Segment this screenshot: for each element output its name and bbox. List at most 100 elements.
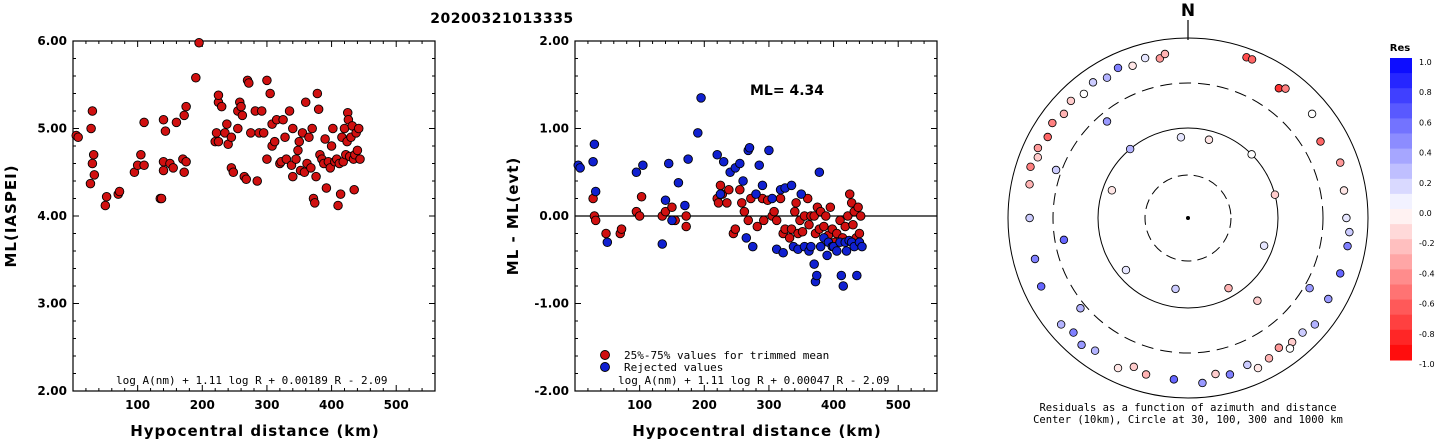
residual-colorbar: Res 1.0 0.8 0.6 0.4 0.2 0.0 -0.2 -0.4 -0.6 -0.8 -1…	[1390, 43, 1435, 369]
figure-title: 20200321013335	[430, 11, 573, 27]
panel1-xlabel: Hypocentral distance (km)	[130, 422, 380, 440]
colorbar-cell	[1390, 103, 1412, 119]
panel1-point	[237, 110, 248, 121]
panel2-ytick-label: 0.00	[539, 209, 569, 223]
colorbar-cell	[1390, 73, 1412, 89]
colorbar-label: 0.2	[1419, 179, 1432, 188]
panel1-point	[269, 136, 280, 147]
panel1-point	[171, 117, 182, 128]
polar-point	[1324, 294, 1333, 304]
panel1-point	[244, 78, 254, 88]
panel2-point	[667, 215, 677, 226]
panel1-point	[313, 104, 324, 114]
polar-point	[1025, 213, 1034, 223]
panel1-point	[179, 167, 189, 177]
panel2-xtick-label: 100	[627, 398, 652, 412]
panel1-point	[252, 176, 262, 186]
panel2-point	[822, 250, 832, 261]
panel1-xtick-label: 400	[319, 398, 344, 412]
panel2-point	[730, 224, 741, 234]
panel2-point	[855, 211, 866, 221]
polar-point	[1056, 320, 1066, 329]
panel1-point	[291, 154, 301, 164]
polar-point	[1345, 227, 1354, 237]
panel2-point	[775, 193, 786, 204]
panel2-point	[737, 198, 747, 208]
panel1-point	[87, 158, 98, 169]
colorbar-cell	[1390, 163, 1412, 180]
panel2-point	[673, 177, 684, 188]
panel1-point	[262, 154, 272, 164]
panel1-point	[158, 114, 169, 125]
panel2-point	[663, 158, 674, 169]
colorbar-label: 0.4	[1419, 149, 1432, 158]
colorbar-label: -1.0	[1419, 360, 1435, 369]
panel2-point	[809, 259, 819, 269]
panel2-point	[735, 158, 745, 169]
panel1-point	[158, 165, 169, 176]
polar-point	[1121, 265, 1131, 275]
polar-point	[1033, 153, 1042, 162]
panel1-points	[71, 38, 365, 211]
polar-point	[1281, 84, 1290, 93]
polar-point	[1343, 241, 1352, 251]
panel1-point	[333, 200, 343, 211]
panel1-point	[226, 132, 237, 142]
panel1-point	[86, 123, 96, 134]
legend-marker-rejected	[600, 362, 610, 372]
panel1-point	[335, 189, 346, 199]
panel2-point	[693, 128, 703, 138]
panel2-point	[722, 198, 732, 208]
circle-100km	[1097, 127, 1279, 309]
colorbar-cell	[1390, 344, 1412, 361]
panel2-point	[715, 189, 726, 199]
polar-point	[1225, 370, 1235, 379]
panel1-point	[297, 128, 308, 138]
polar-point	[1066, 96, 1076, 106]
polar-point	[1048, 118, 1057, 128]
circle-30km	[1144, 174, 1232, 262]
panel1-xtick-label: 100	[125, 398, 150, 412]
panel2-xtick-label: 300	[756, 398, 781, 412]
panel2-point	[667, 202, 677, 212]
panel1-point	[281, 154, 292, 164]
panel1-point	[236, 101, 246, 112]
panel2-point	[724, 184, 734, 195]
panel1-xtick-label: 200	[190, 398, 215, 412]
colorbar-cell	[1390, 118, 1412, 134]
panel1-point	[168, 163, 178, 173]
polar-point	[1253, 296, 1262, 305]
panel2-point	[786, 224, 797, 234]
colorbar-cells	[1390, 58, 1412, 361]
polar-point	[1102, 73, 1112, 82]
polar-point	[1264, 354, 1274, 363]
polar-point	[1211, 369, 1220, 379]
panel1-point	[311, 171, 321, 182]
panel2-point	[660, 206, 671, 217]
legend-label-rejected: Rejected values	[624, 361, 723, 374]
panel2-point	[681, 211, 691, 221]
panel1-point	[216, 101, 227, 112]
panel2-point	[767, 193, 777, 204]
north-label: N	[1181, 1, 1195, 21]
panel2-point	[589, 139, 600, 149]
panel2-point	[852, 270, 862, 281]
colorbar-cell	[1390, 88, 1412, 104]
panel2-point	[715, 180, 726, 191]
polar-point	[1342, 213, 1351, 223]
panel1-point	[284, 106, 295, 116]
panel1-point	[194, 38, 204, 48]
panel1-point	[160, 126, 171, 136]
panel1-point	[355, 154, 365, 164]
panel2-point	[588, 156, 598, 167]
panel1-point	[191, 72, 201, 83]
polar-point	[1141, 370, 1151, 379]
polar-point	[1077, 340, 1086, 350]
panel2-point	[718, 156, 729, 167]
polar-point	[1026, 162, 1035, 172]
polar-point	[1125, 144, 1135, 154]
polar-point	[1069, 328, 1078, 337]
panel1-point	[139, 160, 149, 170]
panel2-point	[825, 202, 836, 212]
